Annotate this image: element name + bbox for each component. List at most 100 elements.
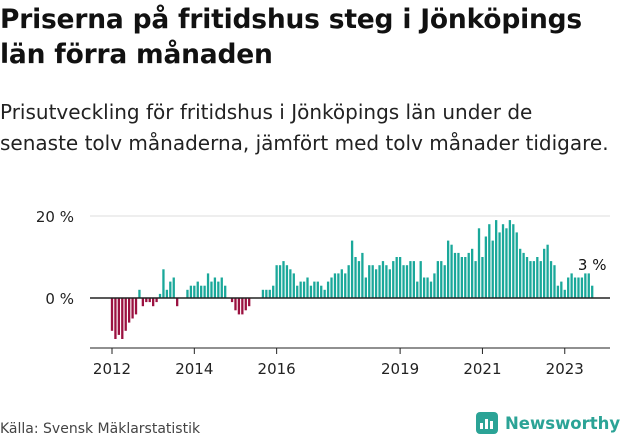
bar	[350, 240, 354, 298]
bar	[320, 285, 323, 298]
bar	[549, 261, 553, 298]
bar	[145, 298, 148, 303]
bar	[402, 265, 405, 298]
bar	[265, 289, 268, 298]
newsworthy-wordmark: Newsworthy	[505, 413, 621, 433]
bar	[378, 265, 381, 298]
bar	[532, 261, 536, 298]
bar	[573, 277, 577, 298]
bar	[522, 252, 525, 298]
bar	[128, 298, 131, 323]
bar	[237, 298, 241, 315]
y-tick-label: 0 %	[45, 290, 74, 308]
bar	[306, 277, 309, 298]
x-tick-label: 2023	[546, 360, 584, 378]
bar	[505, 228, 508, 298]
bar	[560, 281, 563, 298]
bar	[453, 252, 457, 298]
bar	[241, 298, 244, 315]
bar	[203, 285, 206, 298]
bar	[422, 277, 426, 298]
bar	[481, 257, 484, 298]
bar	[495, 220, 498, 298]
bar	[234, 298, 237, 311]
bar	[488, 224, 491, 298]
bar	[299, 281, 302, 298]
newsworthy-logo-icon	[476, 412, 498, 434]
bar	[398, 257, 402, 298]
bar	[405, 265, 409, 298]
bar	[374, 269, 378, 298]
bar	[536, 257, 539, 298]
bar	[152, 298, 155, 307]
bar	[224, 285, 227, 298]
x-tick-label: 2019	[381, 360, 419, 378]
bar	[446, 240, 450, 298]
bar	[412, 261, 415, 298]
bar	[539, 261, 542, 298]
bar	[261, 289, 265, 298]
bar	[584, 273, 587, 298]
bar	[347, 265, 350, 298]
bar	[330, 277, 333, 298]
bar	[124, 298, 127, 331]
bar	[443, 265, 446, 298]
newsworthy-brand[interactable]: Newsworthy	[476, 408, 620, 438]
bar	[155, 298, 158, 303]
bar	[268, 289, 271, 298]
bar	[460, 257, 464, 298]
bar	[186, 289, 189, 298]
bar	[570, 273, 573, 298]
bar	[491, 240, 494, 298]
bar	[333, 273, 337, 298]
bar	[220, 277, 223, 298]
bar	[429, 281, 433, 298]
bar	[519, 248, 522, 298]
x-tick-label: 2014	[175, 360, 213, 378]
bar	[515, 232, 518, 298]
bar	[114, 298, 117, 339]
bar	[587, 273, 590, 298]
bar	[361, 252, 364, 298]
bar	[134, 298, 138, 315]
bar	[563, 289, 566, 298]
bar	[206, 273, 210, 298]
bar	[388, 269, 391, 298]
bar	[450, 244, 453, 298]
bar	[392, 261, 395, 298]
bar	[457, 252, 460, 298]
bar	[464, 257, 467, 298]
bar	[357, 261, 361, 298]
bar	[577, 277, 580, 298]
bar	[138, 289, 141, 298]
bar	[433, 273, 436, 298]
bar-chart: 0 % 20 % 2012 2014 2016 2019 2021 2023 3 %	[36, 208, 610, 378]
bar	[230, 298, 234, 303]
bar	[121, 298, 124, 339]
bar	[553, 265, 556, 298]
bar	[381, 261, 385, 298]
bar	[501, 224, 505, 298]
bar	[371, 265, 374, 298]
bar	[172, 277, 175, 298]
bar	[395, 257, 398, 298]
bar	[289, 269, 292, 298]
bar	[169, 281, 172, 298]
bar	[368, 265, 371, 298]
y-tick-label: 20 %	[36, 208, 74, 226]
source-note: Källa: Svensk Mäklarstatistik	[0, 421, 201, 437]
bar	[326, 281, 330, 298]
bar	[278, 265, 282, 298]
bar	[477, 228, 481, 298]
bar	[244, 298, 247, 311]
bar	[275, 265, 278, 298]
bar	[176, 298, 179, 307]
bar	[285, 265, 289, 298]
bar	[436, 261, 439, 298]
bar	[529, 261, 532, 298]
x-tick-label: 2021	[463, 360, 501, 378]
bar	[426, 277, 429, 298]
bar	[591, 285, 594, 298]
bar	[302, 281, 306, 298]
bar	[512, 224, 515, 298]
